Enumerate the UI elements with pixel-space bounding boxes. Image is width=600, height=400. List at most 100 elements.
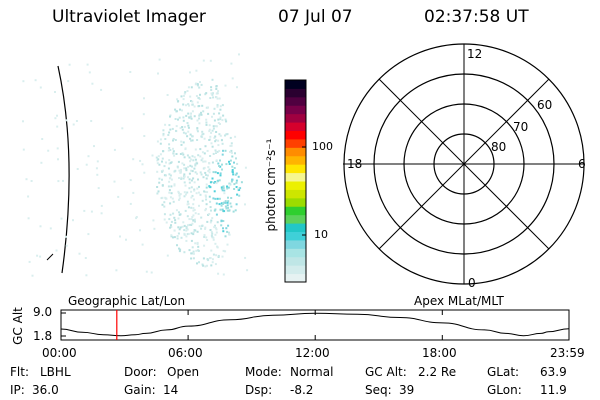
emission-speckle: [210, 142, 213, 145]
emission-speckle: [22, 80, 25, 83]
emission-speckle: [178, 169, 181, 172]
emission-speckle: [187, 176, 189, 179]
emission-speckle: [191, 194, 194, 197]
emission-speckle: [210, 92, 213, 95]
emission-speckle: [183, 181, 186, 184]
emission-speckle: [162, 129, 165, 132]
emission-speckle: [196, 262, 198, 265]
emission-speckle: [226, 230, 229, 233]
emission-speckle: [158, 58, 161, 61]
emission-speckle: [214, 135, 217, 138]
emission-speckle: [100, 88, 103, 91]
emission-speckle: [135, 217, 138, 220]
emission-speckle: [226, 209, 229, 212]
emission-speckle: [229, 150, 231, 153]
emission-speckle: [182, 119, 185, 122]
emission-speckle: [202, 132, 205, 135]
emission-speckle: [219, 123, 221, 125]
colorbar-cell: [285, 231, 306, 241]
door-label: Door:: [124, 365, 157, 379]
colorbar-cell: [285, 239, 306, 249]
emission-speckle: [181, 126, 184, 128]
emission-speckle: [174, 169, 177, 172]
emission-speckle: [223, 192, 226, 195]
emission-speckle: [159, 142, 162, 145]
dsp-value: -8.2: [290, 383, 314, 397]
emission-speckle: [141, 163, 144, 166]
emission-speckle: [178, 116, 181, 119]
emission-speckle: [199, 148, 202, 151]
flt-label: Flt:: [10, 365, 29, 379]
emission-speckle: [213, 209, 216, 212]
emission-speckle: [210, 234, 213, 237]
emission-speckle: [224, 84, 227, 87]
emission-speckle: [179, 226, 182, 229]
emission-speckle: [222, 230, 225, 233]
emission-speckle: [179, 213, 182, 216]
emission-speckle: [171, 197, 174, 200]
emission-speckle: [221, 255, 224, 258]
ip-label: IP:: [10, 383, 25, 397]
emission-speckle: [225, 163, 228, 166]
emission-speckle: [72, 219, 74, 222]
emission-speckle: [170, 178, 173, 181]
emission-speckle: [189, 115, 192, 118]
emission-speckle: [192, 219, 195, 222]
emission-speckle: [180, 236, 183, 239]
emission-speckle: [212, 171, 215, 174]
emission-speckle: [113, 180, 116, 183]
emission-speckle: [129, 179, 132, 182]
emission-speckle: [189, 133, 192, 136]
polar-ring-outer: [343, 43, 585, 285]
emission-speckle: [221, 104, 224, 107]
emission-speckle: [214, 227, 217, 230]
emission-speckle: [224, 201, 227, 204]
emission-speckle: [220, 204, 223, 207]
time-label: 02:37:58 UT: [424, 7, 529, 27]
emission-speckle: [188, 156, 191, 159]
emission-speckle: [27, 195, 30, 198]
emission-speckle: [206, 191, 209, 194]
emission-speckle: [194, 212, 197, 215]
glat-value: 63.9: [540, 365, 567, 379]
colorbar-cell: [285, 147, 306, 157]
emission-speckle: [185, 239, 188, 242]
emission-speckle: [222, 114, 225, 117]
emission-speckle: [211, 129, 214, 132]
colorbar-cell: [285, 130, 306, 140]
colorbar-cell: [285, 172, 306, 182]
emission-speckle: [196, 101, 199, 104]
emission-speckle: [224, 134, 226, 137]
emission-speckle: [161, 196, 164, 199]
emission-speckle: [235, 172, 238, 175]
emission-speckle: [47, 149, 50, 152]
emission-speckle: [219, 165, 222, 168]
emission-speckle: [191, 103, 194, 106]
emission-speckle: [88, 71, 91, 74]
emission-speckle: [201, 225, 204, 227]
mlt-label-18: 18: [347, 157, 363, 171]
emission-speckle: [208, 185, 211, 188]
emission-speckle: [197, 154, 200, 157]
gain-value: 14: [163, 383, 179, 397]
emission-speckle: [226, 185, 228, 188]
emission-speckle: [173, 236, 176, 239]
emission-speckle: [153, 227, 156, 230]
emission-speckle: [215, 151, 217, 154]
emission-speckle: [167, 167, 170, 170]
emission-speckle: [246, 269, 249, 272]
emission-speckle: [85, 163, 88, 166]
emission-speckle: [200, 216, 203, 219]
emission-speckle: [164, 138, 167, 140]
lat-label-70: 70: [513, 120, 529, 134]
emission-speckle: [228, 163, 231, 165]
emission-speckle: [212, 112, 215, 115]
emission-speckle: [216, 172, 219, 175]
emission-speckle: [221, 208, 224, 211]
emission-speckle: [179, 248, 182, 251]
emission-speckle: [65, 119, 68, 122]
colorbar-cell: [285, 189, 306, 199]
emission-speckle: [216, 104, 219, 107]
emission-speckle: [156, 140, 159, 143]
emission-speckle: [165, 221, 168, 224]
